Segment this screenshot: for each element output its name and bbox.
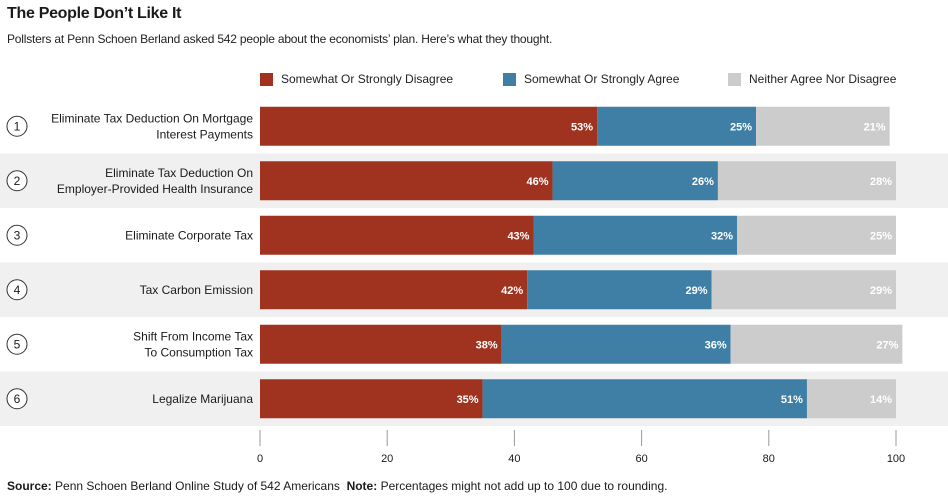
category-label: Employer-Provided Health Insurance [57,182,253,196]
row-number: 5 [14,337,21,351]
source-text: Penn Schoen Berland Online Study of 542 … [55,479,340,493]
category-label: Legalize Marijuana [152,392,253,406]
bar-value-label: 27% [876,339,898,351]
category-label: Interest Payments [156,127,253,141]
chart-subtitle: Pollsters at Penn Schoen Berland asked 5… [7,32,553,46]
x-tick-label: 80 [763,453,775,465]
bar-segment [717,161,896,201]
bar-value-label: 29% [870,285,892,297]
bar-segment [260,106,598,146]
row-number-circle [6,388,28,410]
bar-segment [597,106,757,146]
source-label: Source: [7,479,52,493]
bar-segment [260,161,553,201]
bar-segment [260,215,534,255]
row-number: 1 [14,119,21,133]
bar-value-label: 25% [730,121,752,133]
bar-segment [711,270,896,310]
bar-value-label: 42% [501,285,523,297]
row-number-circle [6,224,28,246]
bar-value-label: 26% [692,176,714,188]
bar-segment [737,215,896,255]
bar-segment [756,106,890,146]
row-number-circle [6,115,28,137]
bar-segment [527,270,712,310]
legend-label: Somewhat Or Strongly Agree [524,72,680,86]
row-number: 6 [14,392,21,406]
bar-value-label: 21% [864,121,886,133]
bar-value-label: 43% [507,230,529,242]
bar-segment [533,215,737,255]
source-note: Source: Penn Schoen Berland Online Study… [7,479,667,493]
bar-segment [260,324,502,364]
legend-label: Somewhat Or Strongly Disagree [281,72,454,86]
bar-value-label: 35% [457,394,479,406]
row-number: 2 [14,174,21,188]
legend-swatch [503,72,516,86]
x-tick-label: 0 [257,453,263,465]
x-tick-label: 60 [635,453,647,465]
x-tick-label: 100 [887,453,905,465]
row-number: 4 [14,283,21,297]
category-label: Shift From Income Tax [133,329,253,343]
bar-value-label: 28% [870,176,892,188]
category-label: Eliminate Corporate Tax [125,228,253,242]
bar-segment [482,379,807,419]
legend-item-2: Somewhat Or Strongly Agree [503,72,679,86]
legend-item-3: Neither Agree Nor Disagree [728,72,896,86]
category-label: Eliminate Tax Deduction On [105,166,253,180]
row-number: 3 [14,228,21,242]
bar-value-label: 29% [686,285,708,297]
legend-item-1: Somewhat Or Strongly Disagree [260,72,453,86]
row-number-circle [6,170,28,192]
chart-title: The People Don’t Like It [7,5,182,22]
bar-value-label: 25% [870,230,892,242]
bar-segment [260,379,483,419]
category-label: Tax Carbon Emission [140,283,253,297]
category-label: To Consumption Tax [144,345,253,359]
bar-segment [501,324,731,364]
row-number-circle [6,333,28,355]
legend: Somewhat Or Strongly Disagree Somewhat Or… [0,72,948,88]
bar-value-label: 32% [711,230,733,242]
legend-swatch [728,72,741,86]
x-tick-label: 40 [508,453,520,465]
note-text: Percentages might not add up to 100 due … [380,479,668,493]
bar-value-label: 53% [571,121,593,133]
bar-segment [730,324,903,364]
category-label: Eliminate Tax Deduction On Mortgage [51,111,253,125]
bar-segment [806,379,896,419]
row-number-circle [6,279,28,301]
bar-segment [552,161,718,201]
bar-value-label: 51% [781,394,803,406]
bar-value-label: 46% [527,176,549,188]
legend-label: Neither Agree Nor Disagree [749,72,897,86]
note-label: Note: [346,479,378,493]
bar-segment [260,270,528,310]
bar-value-label: 36% [705,339,727,351]
bar-value-label: 38% [476,339,498,351]
bar-value-label: 14% [870,394,892,406]
x-tick-label: 20 [381,453,393,465]
legend-swatch [260,72,273,86]
